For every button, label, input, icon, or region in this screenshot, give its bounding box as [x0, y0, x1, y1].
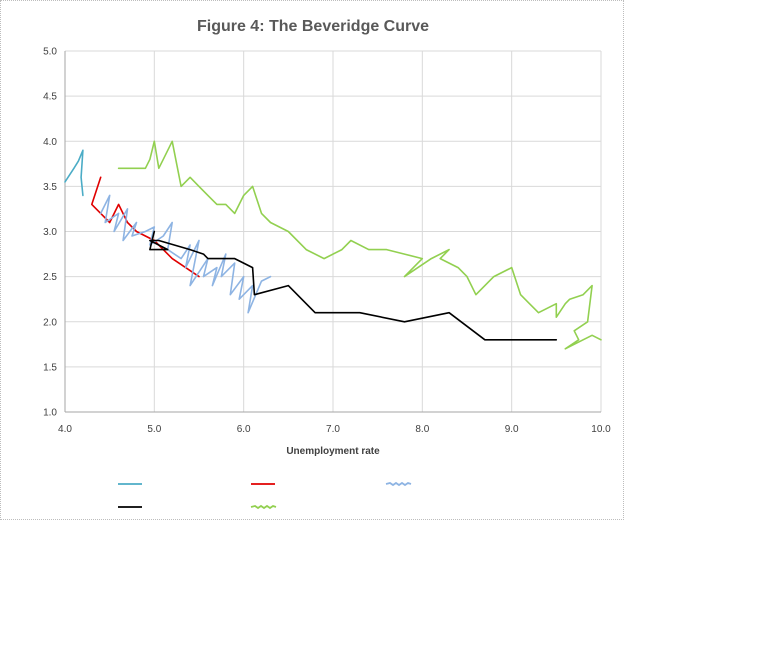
legend-swatch-5	[250, 504, 277, 510]
series-line-3	[99, 194, 272, 314]
y-tick-label: 2.5	[43, 272, 57, 283]
x-tick-label: 9.0	[505, 424, 519, 435]
y-tick-label: 4.5	[43, 92, 57, 103]
legend-swatch-3	[385, 481, 412, 487]
x-tick-label: 7.0	[326, 424, 340, 435]
x-tick-label: 4.0	[58, 424, 72, 435]
beveridge-curve-chart: Figure 4: The Beveridge Curve 1.0 1.5 2.0 2…	[43, 18, 611, 510]
x-tick-label: 8.0	[415, 424, 429, 435]
y-tick-label: 4.0	[43, 137, 57, 148]
y-tick-label: 2.0	[43, 317, 57, 328]
series-line-5	[117, 140, 602, 350]
chart-frame: Figure 4: The Beveridge Curve 1.0 1.5 2.0 2…	[0, 0, 624, 520]
y-tick-label: 1.0	[43, 408, 57, 419]
y-tick-label: 3.0	[43, 227, 57, 238]
series-line-2	[91, 176, 200, 278]
x-tick-label: 10.0	[591, 424, 611, 435]
y-tick-label: 1.5	[43, 362, 57, 373]
series-line-1	[64, 149, 84, 197]
chart-title: Figure 4: The Beveridge Curve	[197, 18, 429, 35]
x-tick-label: 6.0	[237, 424, 251, 435]
y-tick-label: 5.0	[43, 47, 57, 58]
x-axis-title: Unemployment rate	[286, 446, 380, 457]
x-tick-label: 5.0	[147, 424, 161, 435]
series-line-4	[149, 230, 558, 341]
axes: 1.0 1.5 2.0 2.5 3.0 3.5 4.0 4.5 5.0 4.0 5.0 6.0 7.0 8…	[43, 47, 611, 436]
y-tick-label: 3.5	[43, 182, 57, 193]
series-lines	[64, 140, 602, 350]
legend	[118, 481, 412, 510]
